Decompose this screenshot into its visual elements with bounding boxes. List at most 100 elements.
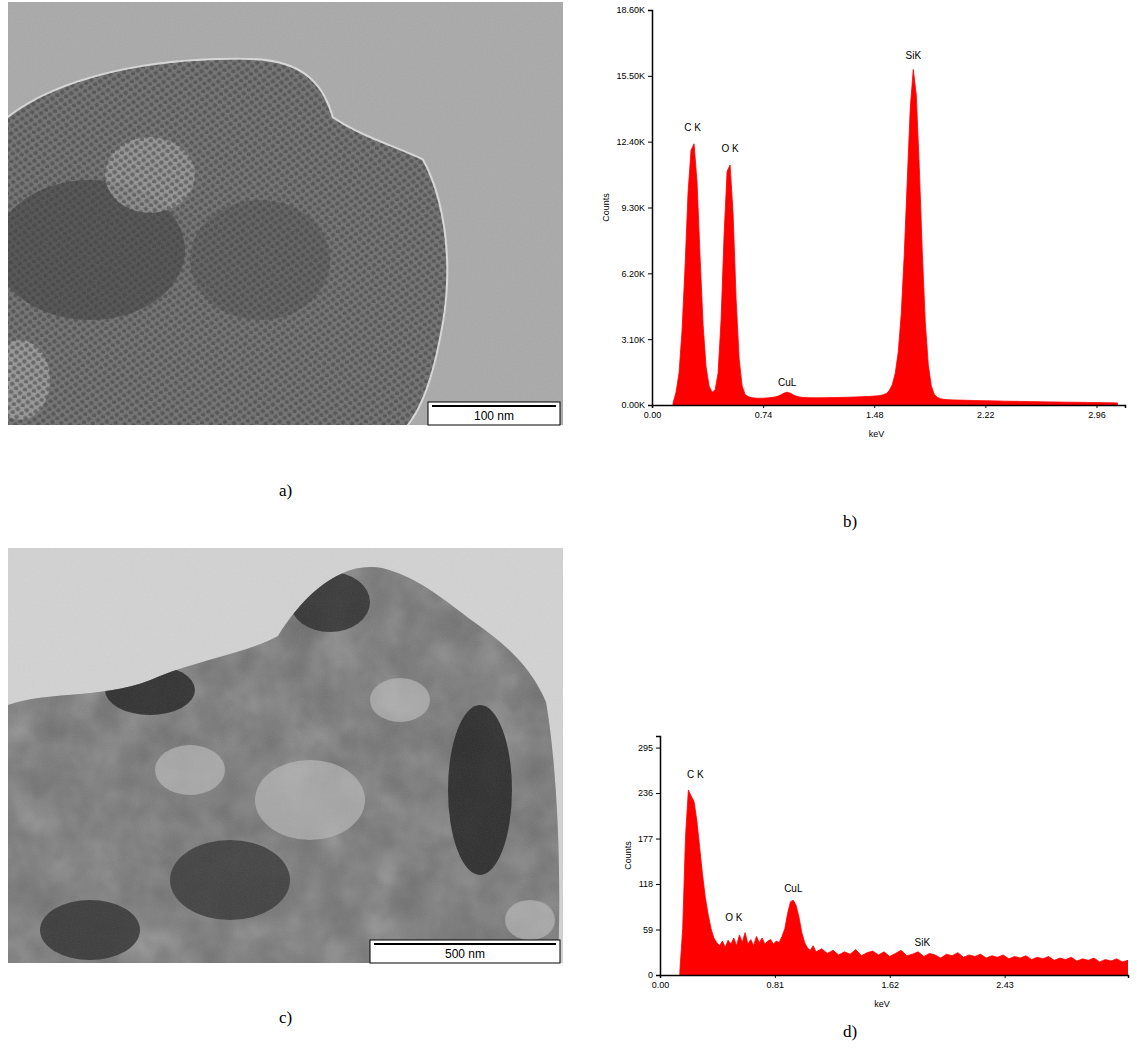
panel-label: c) bbox=[279, 1008, 292, 1027]
tick: 2.22 bbox=[977, 405, 995, 420]
image-background bbox=[8, 548, 563, 963]
tick-mark bbox=[648, 208, 652, 209]
micrograph bbox=[8, 548, 563, 963]
tick-label: 18.60K bbox=[616, 5, 645, 15]
tick-mark bbox=[648, 273, 652, 274]
tick-label: 0 bbox=[648, 970, 653, 980]
tick-mark bbox=[648, 76, 652, 77]
tick-label: 177 bbox=[638, 834, 653, 844]
tick-label: 0.74 bbox=[755, 410, 773, 420]
tick-mark bbox=[1005, 975, 1006, 978]
tick: 1.62 bbox=[881, 975, 899, 990]
spectrum-area bbox=[673, 69, 1117, 405]
peak-label: O K bbox=[721, 143, 739, 154]
y-axis-line bbox=[648, 11, 653, 406]
x-axis: 0.00 0.74 1.48 2.22 2.96 bbox=[644, 405, 1126, 420]
tick-mark bbox=[660, 975, 661, 978]
peak-label: SiK bbox=[905, 50, 921, 61]
tick-label: 118 bbox=[639, 879, 653, 889]
tick-mark bbox=[890, 975, 891, 978]
tick-mark bbox=[656, 748, 660, 749]
image-noise bbox=[8, 2, 563, 425]
tick: 0.00K bbox=[621, 400, 652, 410]
tick-mark bbox=[656, 839, 660, 840]
tick-label: 236 bbox=[638, 788, 653, 798]
y-axis: 0.00K 3.10K 6.20K 9.30K 12.40K 15.50K 18.60K bbox=[616, 5, 652, 410]
image-noise bbox=[8, 548, 563, 963]
tick-label: 15.50K bbox=[616, 71, 645, 81]
scale-bar-box bbox=[370, 940, 560, 963]
plot-area bbox=[680, 790, 1128, 975]
spectrum-chart: 0591181772362950.000.811.622.43C KO KCuL… bbox=[623, 737, 1129, 1042]
x-axis: 0.00 0.81 1.62 2.43 bbox=[652, 975, 1129, 990]
tick: 18.60K bbox=[616, 5, 652, 15]
peak-label: SiK bbox=[915, 937, 931, 948]
tick: 6.20K bbox=[621, 269, 652, 279]
tick: 2.43 bbox=[996, 975, 1014, 990]
peak-label: CuL bbox=[784, 883, 803, 894]
scale-bar-label: 500 nm bbox=[445, 947, 485, 961]
scale-bar-box bbox=[428, 402, 560, 425]
peak-label: C K bbox=[684, 122, 701, 133]
tick: 0.81 bbox=[767, 975, 785, 990]
y-axis-title: Counts bbox=[623, 841, 633, 870]
tick-label: 0.00 bbox=[652, 980, 670, 990]
tick-label: 2.96 bbox=[1088, 410, 1106, 420]
tick-label: 0.81 bbox=[767, 980, 785, 990]
tick: 3.10K bbox=[621, 335, 652, 345]
tick-mark bbox=[985, 405, 986, 408]
tick-label: 0.00K bbox=[621, 400, 645, 410]
tick-mark bbox=[648, 10, 652, 11]
tick-mark bbox=[648, 405, 652, 406]
aggregate-detail bbox=[8, 548, 563, 963]
tick: 59 bbox=[643, 925, 660, 935]
panel-label: b) bbox=[843, 512, 857, 531]
tick-label: 9.30K bbox=[621, 203, 645, 213]
tick-mark bbox=[656, 975, 660, 976]
tick-label: 1.62 bbox=[881, 980, 899, 990]
tick: 9.30K bbox=[621, 203, 652, 213]
tick: 15.50K bbox=[616, 71, 652, 81]
y-axis-line bbox=[656, 737, 661, 976]
tick-mark bbox=[763, 405, 764, 408]
panel-label: d) bbox=[843, 1022, 857, 1041]
plot-area bbox=[673, 69, 1117, 405]
spectrum-area bbox=[680, 790, 1128, 975]
micrograph bbox=[8, 2, 563, 425]
tick: 236 bbox=[638, 788, 660, 798]
x-axis-line bbox=[661, 976, 1129, 979]
tick: 177 bbox=[638, 834, 660, 844]
spectrum-chart: 0.00K3.10K6.20K9.30K12.40K15.50K18.60K0.… bbox=[601, 5, 1125, 531]
aggregate-texture bbox=[8, 548, 563, 963]
tick-label: 12.40K bbox=[616, 137, 645, 147]
figure: 100 nma)500 nmc)0.00K3.10K6.20K9.30K12.4… bbox=[0, 0, 1137, 1048]
peak-label: C K bbox=[687, 769, 704, 780]
tick: 12.40K bbox=[616, 137, 652, 147]
tick: 0.00 bbox=[644, 405, 662, 420]
tick: 0.74 bbox=[755, 405, 773, 420]
x-axis-title: keV bbox=[869, 429, 885, 439]
tick-label: 0.00 bbox=[644, 410, 662, 420]
tick-label: 2.22 bbox=[977, 410, 995, 420]
tick: 1.48 bbox=[866, 405, 884, 420]
tick: 0 bbox=[648, 970, 660, 980]
tick-mark bbox=[1096, 405, 1097, 408]
x-axis-line bbox=[653, 406, 1126, 409]
y-axis: 0 59 118 177 236 295 bbox=[638, 737, 661, 981]
y-axis-title: Counts bbox=[601, 193, 611, 222]
tick: 295 bbox=[638, 743, 660, 753]
tick-mark bbox=[874, 405, 875, 408]
tick: 2.96 bbox=[1088, 405, 1106, 420]
tick-mark bbox=[656, 884, 660, 885]
scale-bar bbox=[432, 405, 556, 407]
scale-bar-label: 100 nm bbox=[474, 409, 514, 423]
tick-mark bbox=[656, 930, 660, 931]
tick-label: 2.43 bbox=[996, 980, 1014, 990]
scale-bar bbox=[374, 943, 556, 945]
tick-label: 295 bbox=[638, 743, 653, 753]
tick-mark bbox=[775, 975, 776, 978]
tick-label: 1.48 bbox=[866, 410, 884, 420]
tick-mark bbox=[652, 405, 653, 408]
tick-label: 59 bbox=[643, 925, 653, 935]
tick-label: 6.20K bbox=[621, 269, 645, 279]
